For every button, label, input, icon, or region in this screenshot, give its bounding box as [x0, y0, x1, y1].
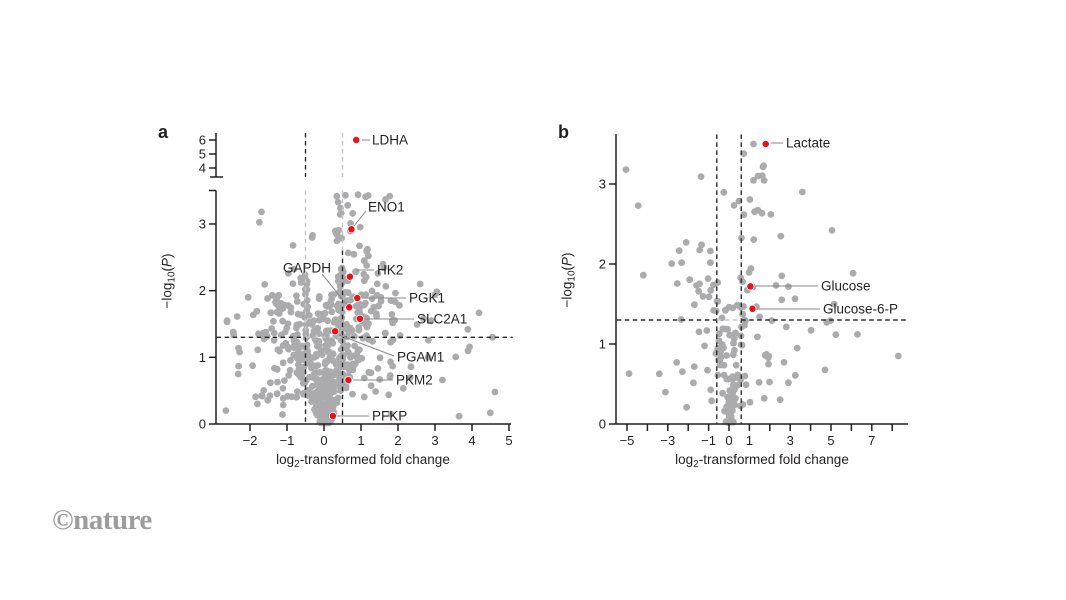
volcano-plots-canvas: LDHA ENO1 HK2 GAPDH PGK1 SLC2A1 PGAM1 PKM2 PFKP −…: [199, 133, 909, 449]
point-HK2: [345, 272, 354, 281]
svg-text:−1: −1: [701, 433, 716, 448]
point-PGK1: [353, 294, 362, 302]
point-label-Lactate: Lactate: [786, 136, 830, 151]
nature-wordmark: nature: [73, 504, 152, 536]
point-ENO1: [347, 225, 356, 234]
svg-text:2: 2: [394, 433, 401, 448]
svg-text:0: 0: [725, 433, 732, 448]
copyright-icon: ©: [52, 504, 74, 536]
point-LDHA: [352, 136, 361, 144]
svg-text:4: 4: [468, 433, 475, 448]
point-label-GAPDH: GAPDH: [283, 261, 331, 276]
scatter-cloud-a: [222, 191, 499, 427]
svg-text:3: 3: [431, 433, 438, 448]
x-label-prefix: log: [276, 452, 295, 467]
x-axis-label-a: log2-transformed fold change: [276, 452, 450, 470]
svg-text:0: 0: [199, 417, 206, 432]
svg-text:4: 4: [199, 161, 206, 176]
point-Glucose: [746, 282, 755, 291]
nature-logo: ©nature: [52, 504, 152, 537]
point-label-HK2: HK2: [377, 263, 403, 278]
point-label-PKM2: PKM2: [396, 373, 433, 388]
svg-text:−3: −3: [660, 433, 675, 448]
x-label-sub: 2: [693, 459, 699, 470]
x-label-prefix: log: [675, 452, 694, 467]
point-PKM2: [344, 376, 353, 384]
scatter-cloud-b: [622, 140, 902, 426]
leader-line-ENO1: [353, 210, 367, 227]
svg-text:3: 3: [787, 433, 794, 448]
svg-text:3: 3: [599, 177, 606, 192]
threshold-lines-b: [616, 134, 909, 424]
point-label-PGK1: PGK1: [409, 291, 445, 306]
leader-line-GAPDH: [321, 273, 348, 306]
axes-b: [609, 134, 908, 431]
svg-text:2: 2: [599, 257, 606, 272]
svg-text:5: 5: [827, 433, 834, 448]
svg-text:0: 0: [320, 433, 327, 448]
svg-text:6: 6: [199, 133, 206, 148]
svg-text:2: 2: [199, 283, 206, 298]
point-SLC2A1: [355, 314, 364, 323]
svg-text:1: 1: [746, 433, 753, 448]
volcano-plot-a: LDHA ENO1 HK2 GAPDH PGK1 SLC2A1 PGAM1 PKM2 PFKP −…: [199, 133, 513, 449]
svg-text:5: 5: [505, 433, 512, 448]
point-PGAM1: [331, 327, 340, 336]
point-label-PFKP: PFKP: [372, 409, 407, 424]
point-Lactate: [761, 140, 770, 148]
point-label-SLC2A1: SLC2A1: [417, 312, 467, 327]
svg-text:−2: −2: [243, 433, 258, 448]
svg-text:0: 0: [599, 417, 606, 432]
svg-text:−5: −5: [620, 433, 635, 448]
svg-text:−1: −1: [280, 433, 295, 448]
labeled-points-b: Lactate Glucose Glucose-6-P: [746, 136, 898, 317]
point-label-PGAM1: PGAM1: [397, 350, 444, 365]
point-label-Glucose: Glucose: [821, 279, 871, 294]
point-GAPDH: [345, 303, 354, 312]
svg-text:1: 1: [199, 350, 206, 365]
x-label-suffix: -transformed fold change: [698, 452, 849, 467]
svg-text:7: 7: [868, 433, 875, 448]
x-axis-label-b: log2-transformed fold change: [675, 452, 849, 470]
x-label-sub: 2: [294, 459, 300, 470]
point-label-ENO1: ENO1: [368, 200, 405, 215]
panel-letter-a: a: [158, 122, 169, 142]
axes-a: [209, 133, 511, 431]
labeled-points-a: LDHA ENO1 HK2 GAPDH PGK1 SLC2A1 PGAM1 PKM2 PFKP: [283, 133, 467, 424]
svg-text:3: 3: [199, 216, 206, 231]
point-label-LDHA: LDHA: [372, 133, 408, 148]
svg-text:1: 1: [357, 433, 364, 448]
x-label-suffix: -transformed fold change: [299, 452, 450, 467]
point-PFKP: [328, 412, 337, 420]
threshold-lines-a: [216, 133, 513, 424]
point-Glucose-6-P: [748, 304, 757, 313]
svg-text:1: 1: [599, 337, 606, 352]
svg-text:5: 5: [199, 147, 206, 162]
point-label-Glucose-6-P: Glucose-6-P: [823, 302, 898, 317]
leader-line-PGAM1: [338, 334, 395, 357]
panel-letter-b: b: [558, 122, 569, 142]
